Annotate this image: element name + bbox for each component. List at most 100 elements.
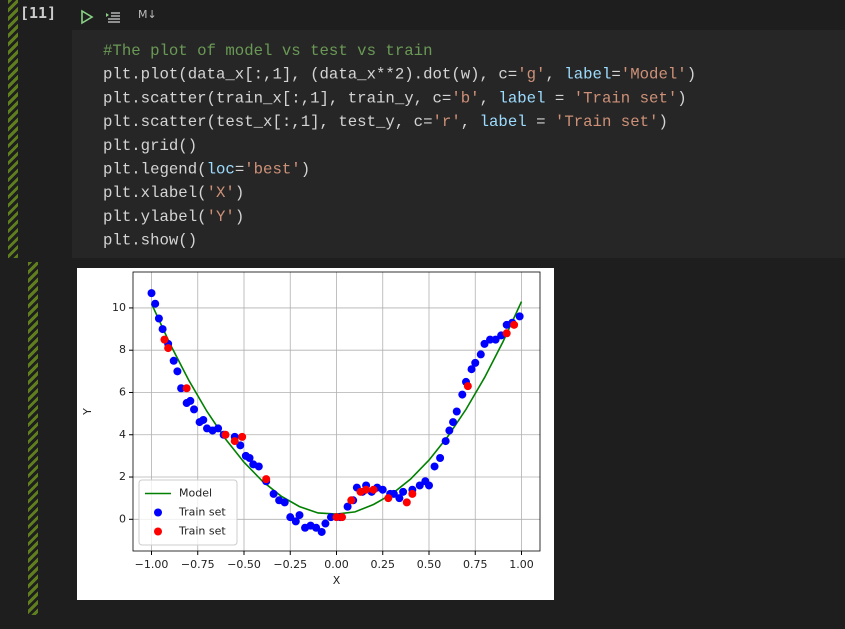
- point: [312, 523, 321, 532]
- code-token: ): [677, 89, 686, 107]
- point: [441, 437, 450, 446]
- code-token: =: [611, 66, 620, 84]
- point: [369, 485, 378, 494]
- code-token: plt.xlabel(: [103, 184, 207, 202]
- code-token: 'Train set': [574, 89, 678, 107]
- x-tick-label: −0.25: [273, 558, 307, 571]
- code-token: 'g': [517, 66, 545, 84]
- point: [445, 426, 454, 435]
- code-token: ): [235, 184, 244, 202]
- code-token: plt.ylabel(: [103, 208, 207, 226]
- point: [378, 485, 387, 494]
- point: [471, 358, 480, 367]
- point: [476, 350, 485, 359]
- legend-swatch: [154, 527, 162, 536]
- point: [262, 475, 271, 484]
- point: [295, 511, 304, 520]
- code-token: label: [480, 113, 527, 131]
- run-below-button[interactable]: [106, 12, 120, 23]
- y-tick-label: 0: [119, 512, 126, 525]
- code-token: label: [564, 66, 611, 84]
- axes-frame: [132, 271, 541, 552]
- code-token: #The plot of model vs test vs train: [103, 42, 433, 60]
- legend-label: Train set: [178, 506, 226, 519]
- point: [269, 489, 278, 498]
- point: [436, 454, 445, 462]
- x-tick-label: −1.00: [135, 558, 169, 571]
- point: [491, 335, 500, 344]
- point: [326, 513, 335, 522]
- point: [177, 384, 186, 393]
- code-token: 'Model': [621, 66, 687, 84]
- code-line: plt.grid(): [103, 137, 197, 155]
- code-token: ,: [545, 66, 564, 84]
- point: [221, 430, 230, 439]
- point: [158, 325, 167, 334]
- point: [389, 489, 398, 498]
- code-token: plt.scatter(test_x[:,1], test_y, c=: [103, 113, 433, 131]
- point: [154, 314, 163, 323]
- point: [343, 502, 352, 511]
- point: [515, 312, 524, 321]
- point: [151, 299, 160, 308]
- code-token: 'b': [451, 89, 479, 107]
- legend-box: [138, 479, 238, 546]
- point: [480, 339, 489, 348]
- point: [147, 289, 156, 298]
- code-token: ,: [461, 113, 480, 131]
- point: [190, 405, 199, 414]
- code-token: =: [527, 113, 555, 131]
- point: [254, 462, 263, 471]
- output-status-bar: [28, 262, 38, 615]
- code-token: plt.grid(): [103, 137, 197, 155]
- point: [399, 487, 408, 496]
- code-token: 'X': [207, 184, 235, 202]
- y-tick-label: 2: [119, 470, 126, 483]
- x-tick-label: 1.00: [509, 558, 534, 571]
- y-tick-label: 8: [119, 343, 126, 356]
- code-line: plt.scatter(test_x[:,1], test_y, c='r', …: [103, 113, 668, 131]
- code-line: plt.plot(data_x[:,1], (data_x**2).dot(w)…: [103, 66, 696, 84]
- point: [186, 396, 195, 405]
- cell-label: [11]: [20, 4, 57, 22]
- code-token: ,: [480, 89, 499, 107]
- y-tick-label: 6: [119, 385, 126, 398]
- legend-swatch: [154, 508, 162, 517]
- code-line: plt.scatter(train_x[:,1], train_y, c='b'…: [103, 89, 687, 107]
- x-tick-label: −0.75: [181, 558, 215, 571]
- point: [214, 424, 223, 433]
- x-tick-label: 0.50: [417, 558, 442, 571]
- point: [347, 496, 356, 505]
- code-token: 'Y': [207, 208, 235, 226]
- cell-type[interactable]: M↓: [138, 8, 157, 21]
- code-line: plt.ylabel('Y'): [103, 208, 244, 226]
- point: [395, 494, 404, 503]
- y-tick-label: 10: [112, 301, 126, 314]
- y-tick-label: 4: [119, 428, 126, 441]
- point: [182, 384, 191, 393]
- code-token: ): [658, 113, 667, 131]
- chart: −1.00 −0.75 −0.50 −0.25 0.00 0.25 0.50 0.75 1.00…: [77, 268, 554, 600]
- point: [425, 481, 433, 490]
- code-token: plt.show(): [103, 232, 197, 250]
- x-tick-label: 0.25: [371, 558, 396, 571]
- point: [160, 335, 169, 344]
- cell-toolbar: [81, 9, 120, 25]
- code-token: =: [545, 89, 573, 107]
- code-line: plt.show(): [103, 232, 197, 250]
- point: [169, 356, 178, 365]
- x-tick-label: −0.50: [227, 558, 261, 571]
- code-token: ): [235, 208, 244, 226]
- point: [245, 454, 254, 462]
- code-token: ): [687, 66, 696, 84]
- legend-label: Model: [179, 487, 212, 500]
- point: [280, 498, 289, 507]
- run-button[interactable]: [81, 9, 94, 25]
- point: [467, 365, 476, 374]
- code-token: 'r': [433, 113, 461, 131]
- point: [332, 513, 341, 522]
- point: [458, 390, 467, 399]
- code-cell[interactable]: [72, 30, 845, 258]
- point: [502, 329, 511, 338]
